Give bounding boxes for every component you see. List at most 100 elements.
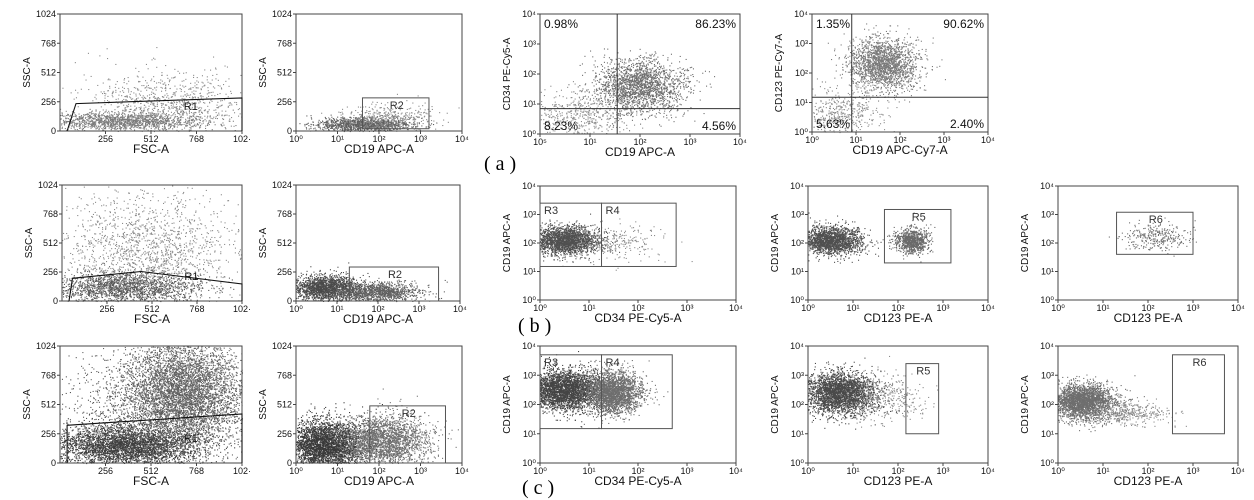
event-point [201, 96, 202, 97]
event-point [373, 118, 374, 119]
event-point [104, 128, 105, 129]
event-point [632, 113, 633, 114]
event-point [109, 79, 110, 80]
event-point [626, 81, 627, 82]
event-point [105, 98, 106, 99]
event-point [400, 118, 401, 119]
event-point [357, 119, 358, 120]
event-point [118, 88, 119, 89]
event-point [119, 125, 120, 126]
event-point [91, 113, 92, 114]
event-point [181, 116, 182, 117]
event-point [76, 125, 77, 126]
event-point [607, 49, 608, 50]
event-point [204, 103, 205, 104]
event-point [136, 122, 137, 123]
event-point [184, 128, 185, 129]
event-point [163, 121, 164, 122]
event-point [207, 106, 208, 107]
event-point [613, 116, 614, 117]
event-point [350, 127, 351, 128]
event-point [199, 100, 200, 101]
event-point [137, 89, 138, 90]
event-point [165, 121, 166, 122]
event-point [411, 117, 412, 118]
event-point [61, 115, 62, 116]
event-point [99, 111, 100, 112]
event-point [639, 101, 640, 102]
event-point [157, 99, 158, 100]
event-point [150, 104, 151, 105]
event-point [376, 123, 377, 124]
event-point [311, 124, 312, 125]
event-point [107, 112, 108, 113]
event-point [139, 127, 140, 128]
event-point [148, 112, 149, 113]
event-point [187, 114, 188, 115]
event-point [102, 123, 103, 124]
event-point [368, 122, 369, 123]
event-point [80, 124, 81, 125]
event-point [124, 96, 125, 97]
event-point [109, 113, 110, 114]
event-point [95, 115, 96, 116]
event-point [143, 95, 144, 96]
event-point [146, 102, 147, 103]
event-point [231, 93, 232, 94]
event-point [580, 65, 581, 66]
event-point [360, 118, 361, 119]
event-point [611, 71, 612, 72]
event-point [187, 95, 188, 96]
event-point [105, 119, 106, 120]
event-point [193, 90, 194, 91]
event-point [165, 120, 166, 121]
event-point [165, 65, 166, 66]
event-point [595, 73, 596, 74]
event-point [165, 90, 166, 91]
event-point [153, 58, 154, 59]
event-point [352, 121, 353, 122]
event-point [135, 110, 136, 111]
event-point [164, 126, 165, 127]
event-point [627, 115, 628, 116]
event-point [98, 122, 99, 123]
event-point [86, 80, 87, 81]
event-point [317, 125, 318, 126]
event-point [412, 103, 413, 104]
event-point [75, 62, 76, 63]
event-point [128, 115, 129, 116]
event-point [112, 128, 113, 129]
event-point [162, 110, 163, 111]
event-point [609, 82, 610, 83]
event-point [414, 121, 415, 122]
event-point [99, 117, 100, 118]
event-point [125, 109, 126, 110]
event-point [377, 102, 378, 103]
event-point [134, 129, 135, 130]
event-point [395, 123, 396, 124]
event-point [405, 124, 406, 125]
event-point [408, 117, 409, 118]
event-point [357, 125, 358, 126]
event-point [366, 123, 367, 124]
event-point [213, 86, 214, 87]
event-point [151, 113, 152, 114]
event-point [659, 92, 660, 93]
event-point [373, 117, 374, 118]
event-point [709, 71, 710, 72]
event-point [202, 86, 203, 87]
event-point [683, 84, 684, 85]
event-point [195, 82, 196, 83]
event-point [169, 128, 170, 129]
event-point [625, 96, 626, 97]
event-point [155, 116, 156, 117]
event-point [328, 124, 329, 125]
event-point [670, 83, 671, 84]
event-point [110, 125, 111, 126]
event-point [131, 99, 132, 100]
event-point [220, 86, 221, 87]
event-point [140, 115, 141, 116]
event-point [126, 123, 127, 124]
event-point [638, 60, 639, 61]
event-point [683, 99, 684, 100]
